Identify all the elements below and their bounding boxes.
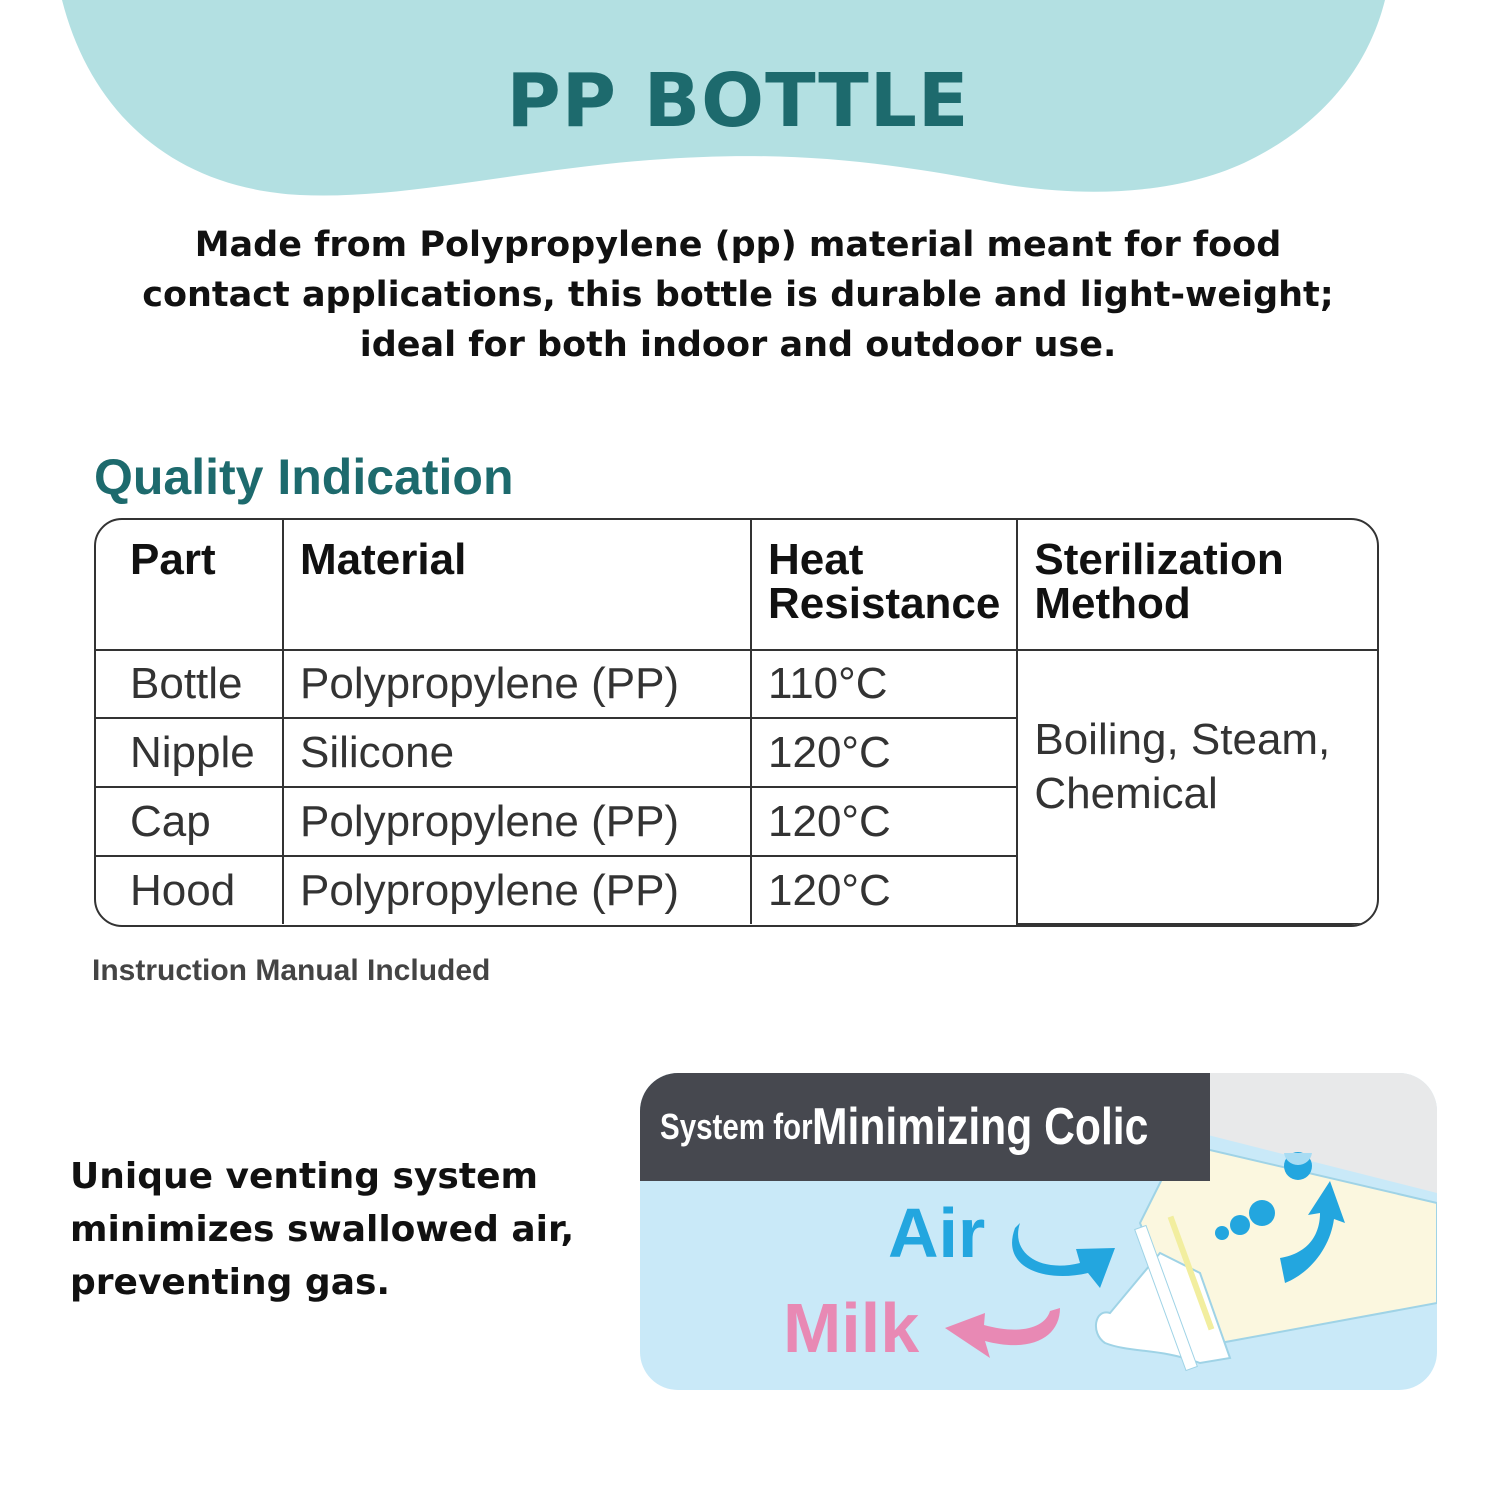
- milk-arrow-icon: [945, 1308, 1060, 1358]
- table-row: Bottle Polypropylene (PP) 110°C Boiling,…: [96, 648, 1377, 925]
- venting-text: Unique venting system minimizes swallowe…: [70, 1156, 575, 1303]
- material-cell: Polypropylene (PP): [282, 648, 752, 720]
- banner-big-text: Minimizing Colic: [812, 1098, 1149, 1156]
- air-label: Air: [888, 1194, 986, 1272]
- colic-illustration: System for Minimizing Colic Air Milk: [640, 1073, 1437, 1390]
- table-row: Hood Polypropylene (PP) 120°C: [96, 855, 1377, 924]
- heat-cell: 120°C: [749, 855, 1019, 924]
- intro-text: Made from Polypropylene (pp) material me…: [142, 225, 1334, 365]
- bottle-arrow-icon: [1280, 1181, 1345, 1283]
- sterilization-cell: Boiling, Steam, Chemical: [1016, 648, 1377, 925]
- part-cell: Nipple: [96, 717, 284, 789]
- heat-cell: 120°C: [749, 717, 1019, 789]
- manual-note: Instruction Manual Included: [92, 954, 491, 987]
- material-cell: Silicone: [282, 717, 752, 789]
- page-title: PP BOTTLE: [506, 58, 970, 144]
- background-blob: [62, 0, 1385, 196]
- part-cell: Cap: [96, 786, 284, 858]
- colic-banner: System for Minimizing Colic: [640, 1073, 1210, 1181]
- milk-label: Milk: [783, 1289, 920, 1367]
- column-header: Sterilization Method: [1016, 520, 1377, 651]
- quality-table: Part Material Heat Resistance Sterilizat…: [94, 518, 1379, 927]
- banner-small-text: System for: [660, 1106, 813, 1147]
- material-cell: Polypropylene (PP): [282, 786, 752, 858]
- table-row: Nipple Silicone 120°C: [96, 717, 1377, 789]
- part-cell: Bottle: [96, 648, 284, 720]
- quality-heading: Quality Indication: [94, 449, 514, 505]
- heat-cell: 110°C: [749, 648, 1019, 720]
- table-row: Cap Polypropylene (PP) 120°C: [96, 786, 1377, 858]
- column-header: Part: [96, 520, 284, 651]
- column-header: Material: [282, 520, 752, 651]
- part-cell: Hood: [96, 855, 284, 924]
- column-header: Heat Resistance: [749, 520, 1019, 651]
- table-header-row: Part Material Heat Resistance Sterilizat…: [96, 520, 1377, 651]
- bottle-illustration: [945, 1073, 1437, 1372]
- air-arrow-icon: [1012, 1223, 1115, 1288]
- material-cell: Polypropylene (PP): [282, 855, 752, 924]
- heat-cell: 120°C: [749, 786, 1019, 858]
